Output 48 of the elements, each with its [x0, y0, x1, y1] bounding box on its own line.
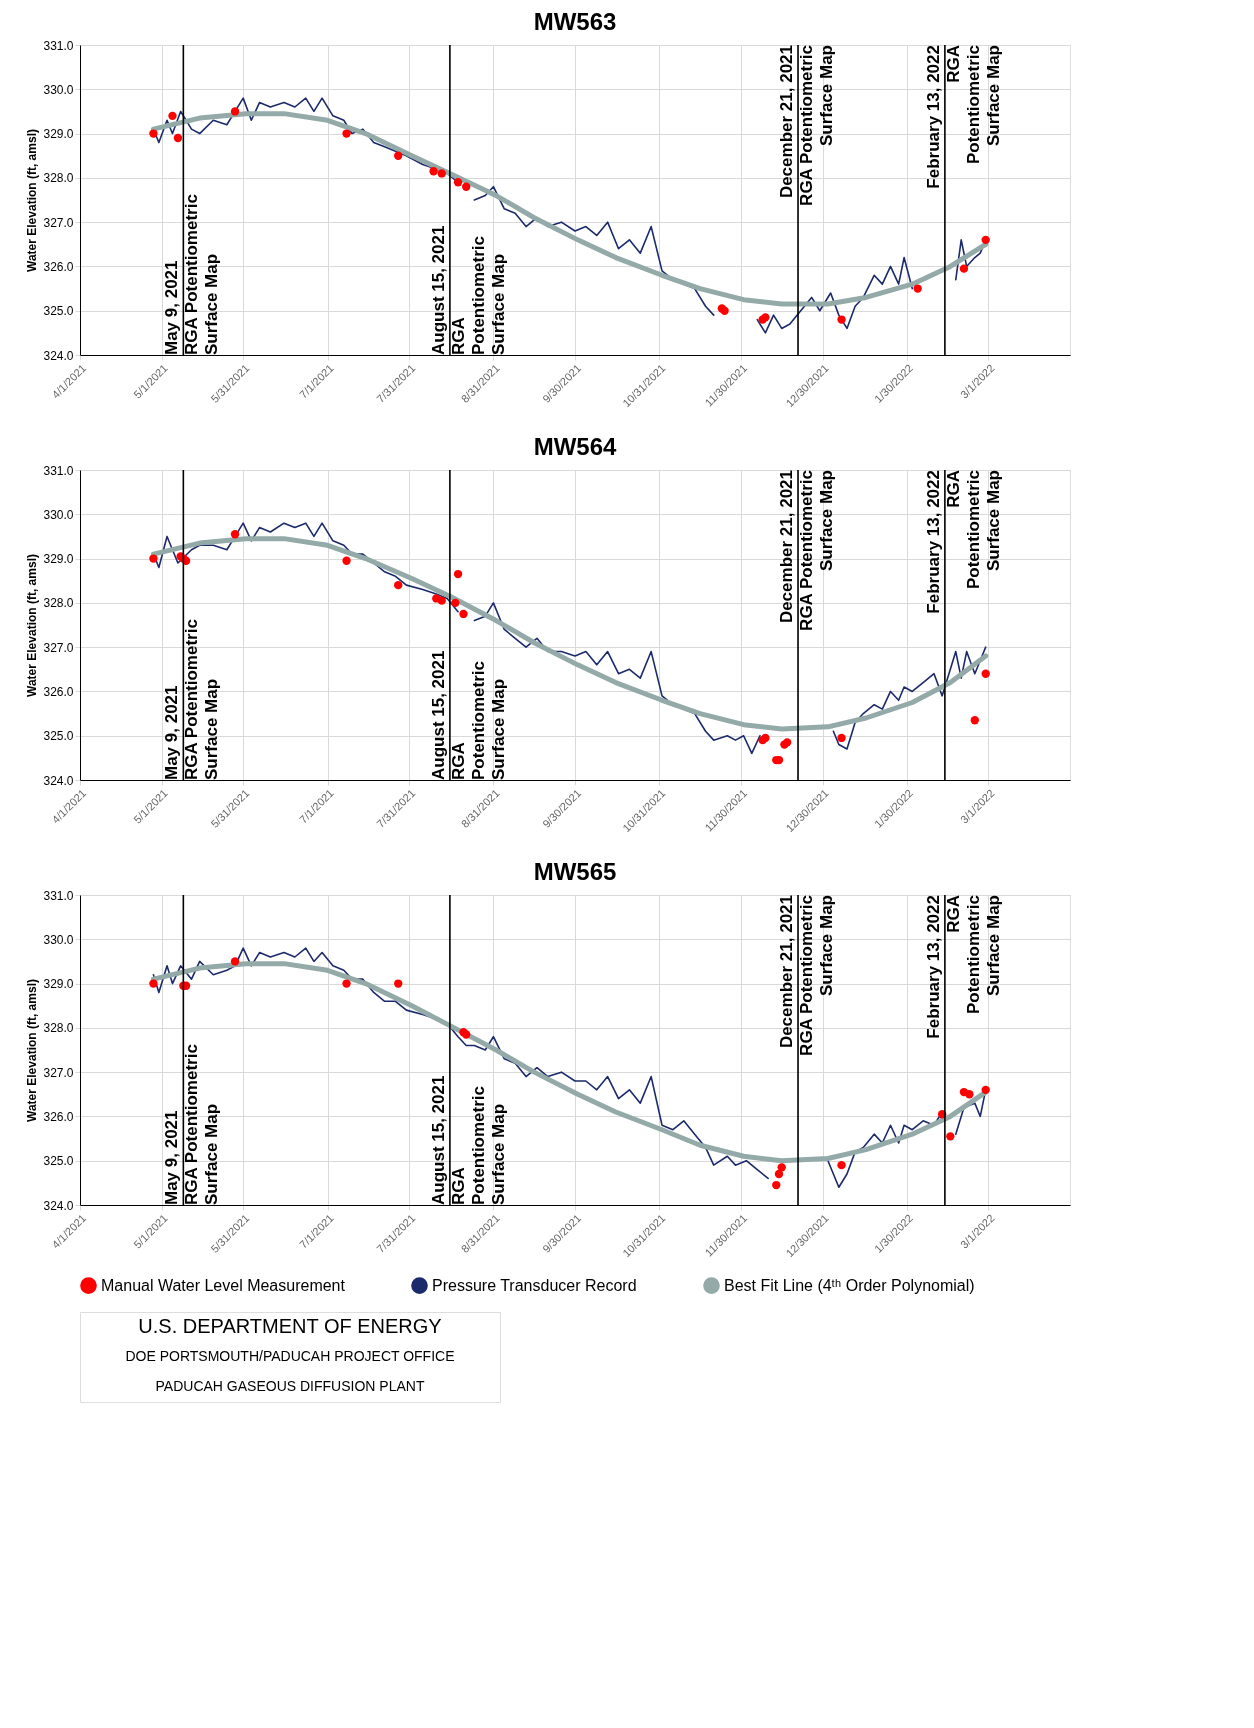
y-tick-label: 326.0 — [43, 684, 74, 699]
chart-title: MW564 — [533, 433, 617, 460]
ref-line-label: February 13, 2022 RGA Potentiometric Surface Map — [923, 895, 1003, 1039]
y-tick-label: 330.0 — [43, 932, 74, 947]
y-tick-label: 326.0 — [43, 1109, 74, 1124]
y-tick-label: 324.0 — [43, 348, 74, 363]
y-tick-label: 329.0 — [43, 977, 74, 992]
y-tick-label: 329.0 — [43, 127, 74, 142]
text: U.S. DEPARTMENT OF ENERGY — [138, 1315, 442, 1337]
y-tick-label: 331.0 — [43, 38, 74, 53]
y-axis-title: Water Elevation (ft, amsl) — [25, 979, 40, 1122]
y-tick-label: 324.0 — [43, 1198, 74, 1213]
y-axis-title: Water Elevation (ft, amsl) — [25, 129, 40, 272]
legend-label: Best Fit Line (4ᵗʰ Order Polynomial) — [724, 1276, 975, 1294]
y-tick-label: 331.0 — [43, 463, 74, 478]
y-tick-label: 325.0 — [43, 729, 74, 744]
legend-label: Manual Water Level Measurement — [101, 1276, 346, 1294]
chart-title: MW565 — [533, 858, 617, 885]
y-tick-label: 329.0 — [43, 552, 74, 567]
y-tick-label: 327.0 — [43, 215, 74, 230]
y-tick-label: 328.0 — [43, 596, 74, 611]
y-tick-label: 327.0 — [43, 640, 74, 655]
ref-line-label: May 9, 2021 RGA Potentiometric Surface Map — [162, 619, 222, 780]
ref-line-label: December 21, 2021 RGA Potentiometric Surface Map — [777, 45, 837, 206]
ref-line-label: December 21, 2021 RGA Potentiometric Surface Map — [777, 895, 837, 1056]
y-tick-label: 330.0 — [43, 82, 74, 97]
text: PADUCAH GASEOUS DIFFUSION PLANT — [155, 1378, 425, 1394]
y-tick-label: 327.0 — [43, 1065, 74, 1080]
legend-label: Pressure Transducer Record — [432, 1276, 637, 1294]
y-tick-label: 324.0 — [43, 773, 74, 788]
ref-line-label: May 9, 2021 RGA Potentiometric Surface Map — [162, 1044, 222, 1205]
y-tick-label: 331.0 — [43, 888, 74, 903]
ref-line-label: December 21, 2021 RGA Potentiometric Surface Map — [777, 470, 837, 631]
y-tick-label: 330.0 — [43, 507, 74, 522]
ref-line-label: February 13, 2022 RGA Potentiometric Surface Map — [923, 470, 1003, 614]
y-tick-label: 328.0 — [43, 171, 74, 186]
ref-line-label: February 13, 2022 RGA Potentiometric Surface Map — [923, 45, 1003, 189]
y-axis-title: Water Elevation (ft, amsl) — [25, 554, 40, 697]
ref-line-label: August 15, 2021 RGA Potentiometric Surface Map — [428, 225, 508, 355]
y-tick-label: 325.0 — [43, 304, 74, 319]
chart-title: MW563 — [533, 8, 617, 35]
ref-line-label: May 9, 2021 RGA Potentiometric Surface Map — [162, 194, 222, 355]
text: DOE PORTSMOUTH/PADUCAH PROJECT OFFICE — [125, 1348, 455, 1364]
y-tick-label: 328.0 — [43, 1021, 74, 1036]
y-tick-label: 326.0 — [43, 259, 74, 274]
ref-line-label: August 15, 2021 RGA Potentiometric Surface Map — [428, 650, 508, 780]
ref-line-label: August 15, 2021 RGA Potentiometric Surface Map — [428, 1075, 508, 1205]
y-tick-label: 325.0 — [43, 1154, 74, 1169]
